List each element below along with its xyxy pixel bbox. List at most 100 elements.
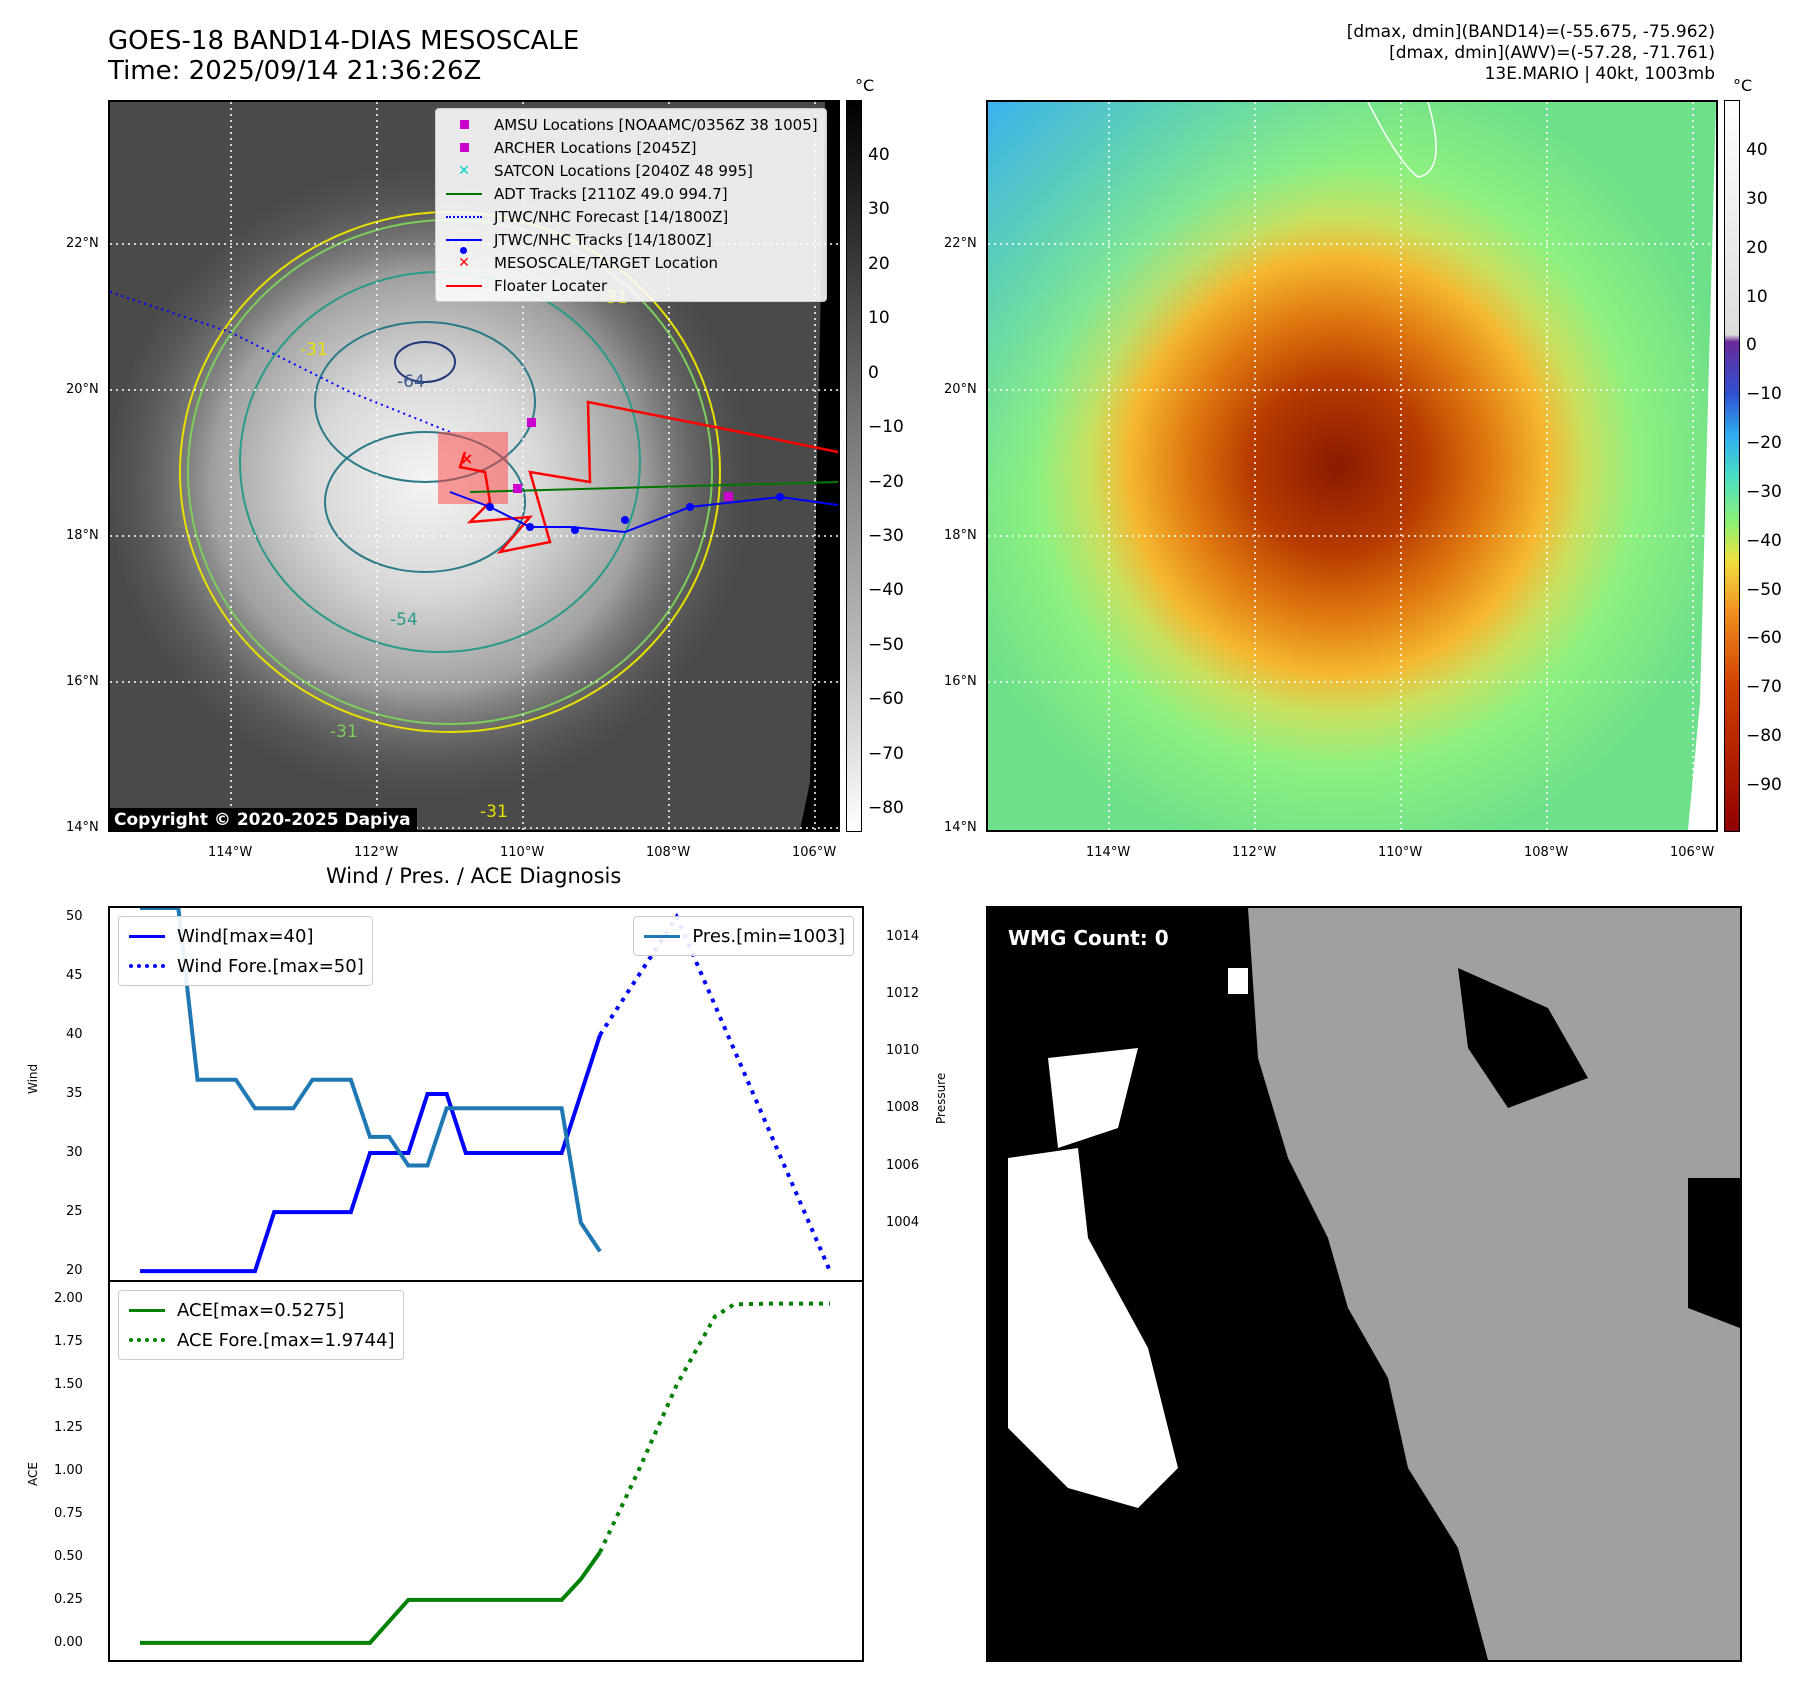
ace-line bbox=[140, 1551, 602, 1645]
ace-tick: 1.75 bbox=[54, 1334, 83, 1350]
colorbar-left-tick: 40 bbox=[868, 145, 890, 165]
ace-chart: ACE[max=0.5275] ACE Fore.[max=1.9744] bbox=[108, 1280, 864, 1662]
storm-info: [dmax, dmin](BAND14)=(-55.675, -75.962) … bbox=[1347, 22, 1715, 85]
square-marker-icon bbox=[459, 143, 469, 152]
contour-label-2: -54 bbox=[390, 610, 418, 630]
colorbar-right-tick: −90 bbox=[1746, 775, 1782, 795]
lon-label-108w: 108°W bbox=[646, 845, 691, 860]
colorbar-right-tick: −60 bbox=[1746, 628, 1782, 649]
wind-forecast-line bbox=[598, 912, 832, 1272]
pressure-axis-label: Pressure bbox=[934, 1072, 948, 1124]
colorbar-left-unit: °C bbox=[855, 76, 875, 95]
colorbar-left-tick: −40 bbox=[868, 580, 904, 601]
dotted-line-icon bbox=[129, 964, 165, 968]
wind-tick: 45 bbox=[66, 967, 83, 983]
ace-tick: 0.50 bbox=[54, 1548, 83, 1564]
colorbar-left-tick: −60 bbox=[868, 689, 904, 710]
awv-lon-label-108w: 108°W bbox=[1524, 845, 1569, 860]
legend-item-tracks: JTWC/NHC Tracks [14/1800Z] bbox=[444, 228, 818, 254]
dotted-line-icon bbox=[446, 215, 482, 218]
colorbar-left-tick: −20 bbox=[868, 471, 904, 492]
wind-tick: 50 bbox=[66, 908, 83, 924]
legend-item-amsu: AMSU Locations [NOAAMC/0356Z 38 1005] bbox=[444, 113, 818, 136]
colorbar-left-tick: 20 bbox=[868, 253, 890, 274]
colorbar-right-tick: −80 bbox=[1746, 726, 1782, 747]
ace-tick: 0.75 bbox=[54, 1505, 83, 1521]
pressure-tick: 1012 bbox=[886, 985, 920, 1001]
colorbar-right-unit: °C bbox=[1733, 76, 1753, 95]
title-line-2: Time: 2025/09/14 21:36:26Z bbox=[108, 56, 482, 86]
solid-line-icon bbox=[446, 192, 482, 195]
x-marker-icon: ✕ bbox=[458, 254, 470, 271]
pressure-tick: 1006 bbox=[886, 1157, 920, 1173]
wind-legend: Wind[max=40] Wind Fore.[max=50] bbox=[118, 916, 373, 986]
wind-tick: 30 bbox=[66, 1145, 83, 1161]
contour-label-5: -31 bbox=[480, 802, 508, 822]
figure-title: GOES-18 BAND14-DIAS MESOSCALE Time: 2025… bbox=[108, 26, 579, 86]
colorbar-right-tick: 0 bbox=[1746, 335, 1757, 356]
wind-pressure-plot bbox=[140, 908, 832, 1274]
map-legend: AMSU Locations [NOAAMC/0356Z 38 1005] AR… bbox=[435, 108, 827, 302]
colorbar-right-tick: 30 bbox=[1746, 188, 1768, 209]
legend-item-forecast: JTWC/NHC Forecast [14/1800Z] bbox=[444, 205, 818, 228]
colorbar-right bbox=[1724, 100, 1740, 832]
awv-lat-label-14n: 14°N bbox=[944, 820, 977, 835]
legend-item-archer: ARCHER Locations [2045Z] bbox=[444, 136, 818, 159]
awv-map-image bbox=[988, 102, 1716, 830]
solid-line-icon bbox=[129, 934, 165, 938]
ace-tick: 1.00 bbox=[54, 1463, 83, 1478]
ace-legend: ACE[max=0.5275] ACE Fore.[max=1.9744] bbox=[118, 1290, 404, 1360]
lat-label-14n: 14°N bbox=[66, 820, 99, 835]
copyright-badge: Copyright © 2020-2025 Dapiya bbox=[108, 808, 417, 832]
awv-lon-label-106w: 106°W bbox=[1670, 845, 1715, 860]
awv-lat-label-20n: 20°N bbox=[944, 382, 977, 397]
colorbar-right-tick: 40 bbox=[1746, 140, 1768, 160]
wmg-panel: WMG Count: 0 bbox=[986, 906, 1742, 1662]
title-line-1: GOES-18 BAND14-DIAS MESOSCALE bbox=[108, 26, 580, 56]
colorbar-left-tick: 30 bbox=[868, 199, 890, 220]
colorbar-right-tick: −70 bbox=[1746, 677, 1782, 698]
colorbar-left-tick: −80 bbox=[868, 798, 904, 818]
legend-item-target: ✕ MESOSCALE/TARGET Location bbox=[444, 251, 818, 274]
lat-label-16n: 16°N bbox=[66, 674, 99, 689]
legend-wind: Wind[max=40] bbox=[127, 921, 364, 951]
colorbar-right-tick: −40 bbox=[1746, 530, 1782, 551]
x-marker-icon: ✕ bbox=[458, 162, 470, 179]
contour-label-3: -31 bbox=[300, 340, 328, 360]
chart-title: Wind / Pres. / ACE Diagnosis bbox=[326, 864, 622, 888]
colorbar-left-tick: −70 bbox=[868, 743, 904, 764]
ace-plot bbox=[140, 1301, 830, 1645]
ace-tick: 1.25 bbox=[54, 1420, 83, 1436]
awv-lon-label-112w: 112°W bbox=[1232, 845, 1277, 860]
legend-item-satcon: ✕ SATCON Locations [2040Z 48 995] bbox=[444, 159, 818, 182]
colorbar-right-tick: −10 bbox=[1746, 384, 1782, 405]
legend-pressure: Pres.[min=1003] bbox=[642, 921, 845, 951]
lat-label-18n: 18°N bbox=[66, 528, 99, 543]
legend-item-adt: ADT Tracks [2110Z 49.0 994.7] bbox=[444, 182, 818, 205]
solid-line-icon bbox=[446, 284, 482, 287]
legend-wind-forecast: Wind Fore.[max=50] bbox=[127, 951, 364, 981]
wind-tick: 35 bbox=[66, 1086, 83, 1101]
info-band14-range: [dmax, dmin](BAND14)=(-55.675, -75.962) bbox=[1346, 22, 1715, 42]
ace-forecast-line bbox=[598, 1301, 830, 1554]
pressure-line bbox=[140, 908, 602, 1253]
lat-label-22n: 22°N bbox=[66, 236, 99, 251]
wmg-mask-image bbox=[1008, 908, 1740, 1660]
lon-label-106w: 106°W bbox=[792, 845, 837, 860]
contour-label-1: -64 bbox=[397, 372, 425, 392]
solid-line-icon bbox=[644, 934, 681, 938]
info-storm-status: 13E.MARIO | 40kt, 1003mb bbox=[1484, 64, 1715, 84]
colorbar-right-tick: −50 bbox=[1746, 579, 1782, 600]
lon-label-110w: 110°W bbox=[500, 845, 545, 860]
ace-tick: 0.25 bbox=[54, 1591, 83, 1607]
ace-tick: 0.00 bbox=[54, 1634, 83, 1650]
wind-pressure-chart: Wind[max=40] Wind Fore.[max=50] Pres.[mi… bbox=[108, 906, 864, 1282]
solid-line-icon bbox=[129, 1308, 165, 1312]
colorbar-right-tick: −30 bbox=[1746, 481, 1782, 502]
wmg-count-badge: WMG Count: 0 bbox=[1002, 922, 1175, 954]
ace-axis-label: ACE bbox=[26, 1462, 40, 1486]
ace-tick: 1.50 bbox=[54, 1377, 83, 1393]
wind-line bbox=[140, 1034, 602, 1274]
svg-text:×: × bbox=[460, 449, 473, 468]
legend-item-floater: Floater Locater bbox=[444, 274, 818, 297]
